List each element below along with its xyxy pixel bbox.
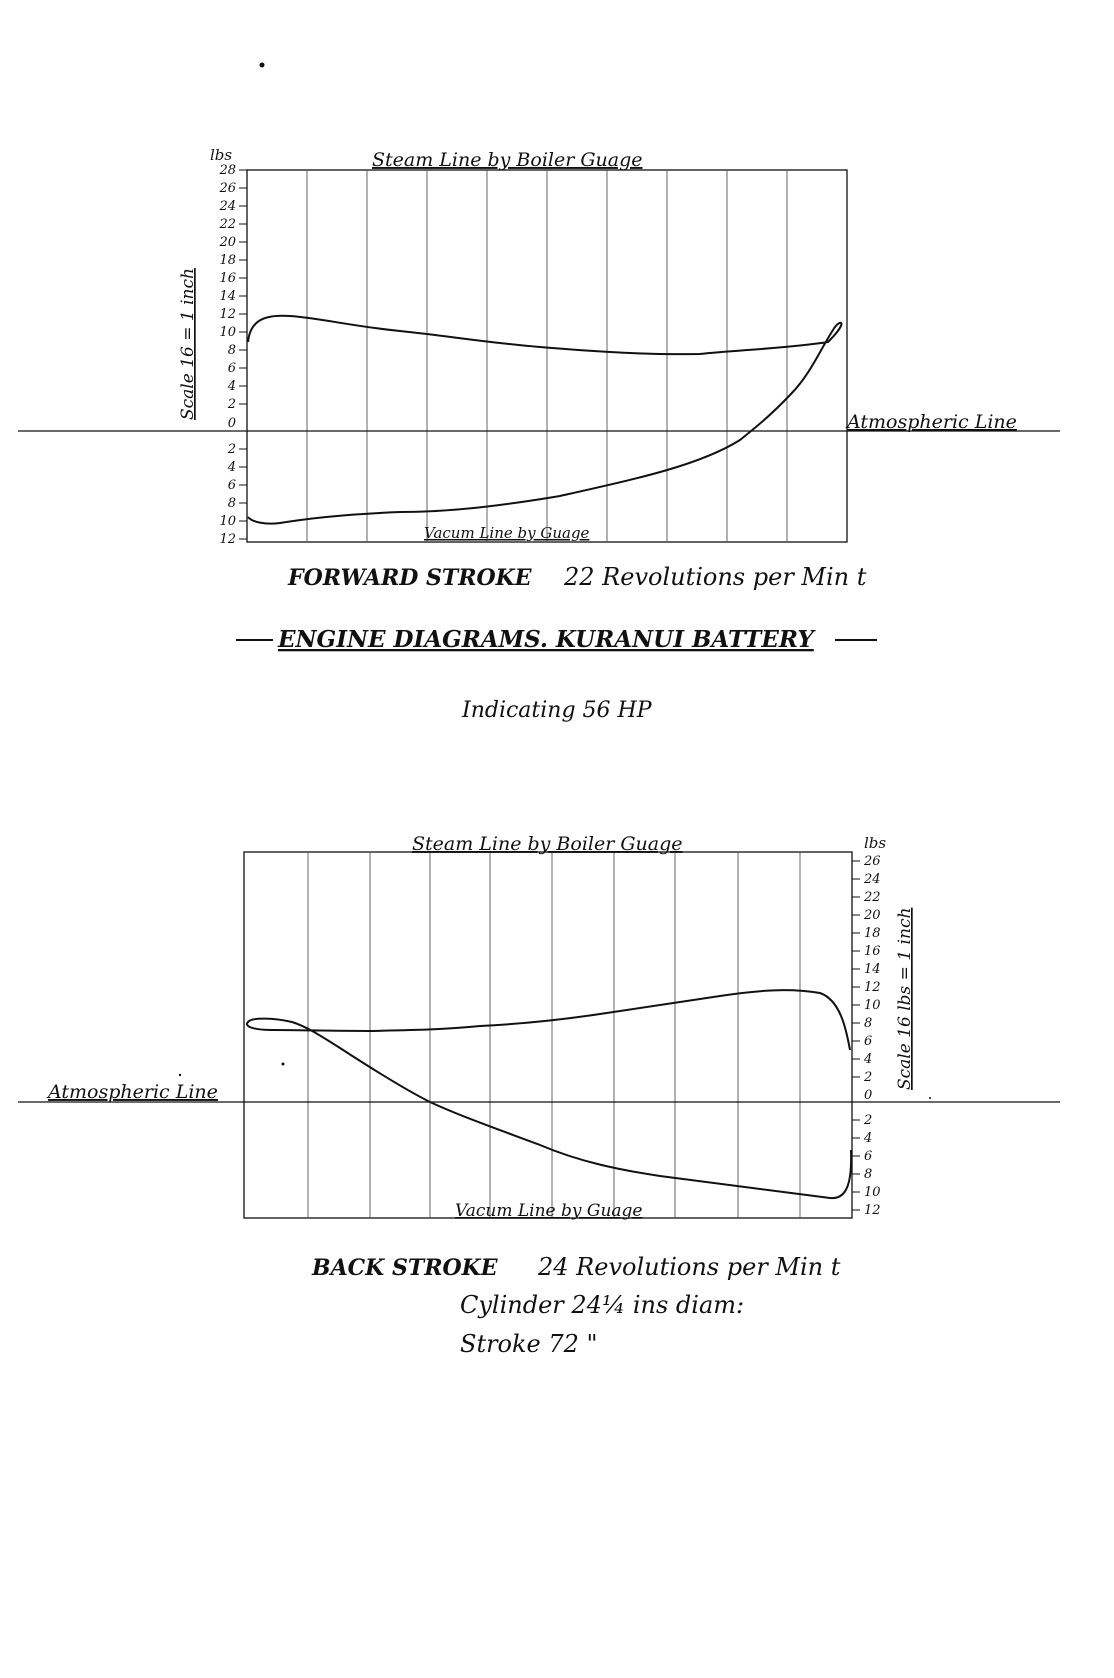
page-subtitle: Indicating 56 HP <box>461 698 653 723</box>
tick-label: 26 <box>218 181 236 196</box>
tick-label: 4 <box>227 460 236 475</box>
tick-label: 26 <box>863 854 881 869</box>
tick-label: 14 <box>864 962 881 977</box>
top-vacuum-label: Vacum Line by Guage <box>424 524 590 542</box>
stroke-label: Stroke 72 " <box>460 1330 598 1358</box>
forward-stroke-curve <box>247 314 843 525</box>
tick-label: 12 <box>219 532 236 547</box>
tick-label: 14 <box>219 289 236 304</box>
tick-label: 12 <box>864 980 881 995</box>
tick-label: 2 <box>863 1113 872 1128</box>
tick-label: 0 <box>864 1088 872 1103</box>
tick-label: 28 <box>218 163 236 178</box>
bottom-steam-label: Steam Line by Boiler Guage <box>412 833 683 855</box>
tick-label: 6 <box>228 478 236 493</box>
back-stroke-curve <box>246 989 853 1200</box>
tick-label: 4 <box>227 379 236 394</box>
tick-label: 6 <box>864 1149 872 1164</box>
top-tick-marks <box>239 169 247 540</box>
tick-label: 10 <box>864 1185 881 1200</box>
tick-label: 2 <box>227 442 236 457</box>
top-tick-labels: 28 26 24 22 20 18 16 14 12 10 8 6 4 2 0 … <box>218 163 236 547</box>
top-atmos-label: Atmospheric Line <box>845 411 1017 433</box>
tick-label: 18 <box>219 253 236 268</box>
back-stroke-label: BACK STROKE <box>311 1255 499 1281</box>
forward-stroke-diagram: 28 26 24 22 20 18 16 14 12 10 8 6 4 2 0 … <box>18 146 1060 547</box>
back-stroke-diagram: 26 24 22 20 18 16 14 12 10 8 6 4 2 0 2 4… <box>18 833 1060 1221</box>
tick-label: 20 <box>218 235 236 250</box>
tick-label: 4 <box>863 1052 872 1067</box>
bottom-frame <box>243 851 853 1219</box>
tick-label: 2 <box>863 1070 872 1085</box>
forward-stroke-label: FORWARD STROKE <box>287 565 533 591</box>
tick-label: 2 <box>227 397 236 412</box>
bottom-atmos-label: Atmospheric Line <box>46 1081 218 1103</box>
tick-label: 24 <box>218 199 236 214</box>
cylinder-label: Cylinder 24¼ ins diam: <box>460 1291 744 1319</box>
tick-label: 4 <box>863 1131 872 1146</box>
tick-label: 10 <box>219 325 236 340</box>
tick-label: 0 <box>228 416 236 431</box>
tick-label: 24 <box>863 872 881 887</box>
tick-label: 8 <box>864 1016 872 1031</box>
tick-label: 22 <box>863 890 881 905</box>
top-steam-label: Steam Line by Boiler Guage <box>372 149 643 171</box>
forward-revolutions-label: 22 Revolutions per Min t <box>563 563 867 591</box>
tick-label: 12 <box>864 1203 881 1218</box>
bottom-vacuum-label: Vacum Line by Guage <box>455 1201 642 1221</box>
tick-label: 8 <box>228 496 236 511</box>
tick-label: 10 <box>219 514 236 529</box>
tick-label: 10 <box>864 998 881 1013</box>
tick-label: 6 <box>864 1034 872 1049</box>
bottom-scale-label: Scale 16 lbs = 1 inch <box>895 908 915 1090</box>
tick-label: 8 <box>864 1167 872 1182</box>
bottom-unit-label: lbs <box>864 834 886 852</box>
tick-label: 20 <box>863 908 881 923</box>
bottom-tick-labels: 26 24 22 20 18 16 14 12 10 8 6 4 2 0 2 4… <box>863 854 881 1218</box>
tick-label: 8 <box>228 343 236 358</box>
paper-specks <box>178 62 931 1099</box>
top-unit-label: lbs <box>210 146 232 164</box>
tick-label: 18 <box>864 926 881 941</box>
tick-label: 16 <box>219 271 236 286</box>
bottom-vertical-grid <box>307 852 801 1218</box>
back-revolutions-label: 24 Revolutions per Min t <box>537 1253 841 1281</box>
tick-label: 16 <box>864 944 881 959</box>
top-vertical-grid <box>306 170 788 542</box>
tick-label: 12 <box>219 307 236 322</box>
tick-label: 6 <box>228 361 236 376</box>
tick-label: 22 <box>218 217 236 232</box>
page-title: ENGINE DIAGRAMS. KURANUI BATTERY <box>277 626 816 653</box>
bottom-tick-marks <box>852 860 860 1211</box>
top-scale-label: Scale 16 = 1 inch <box>178 268 198 420</box>
